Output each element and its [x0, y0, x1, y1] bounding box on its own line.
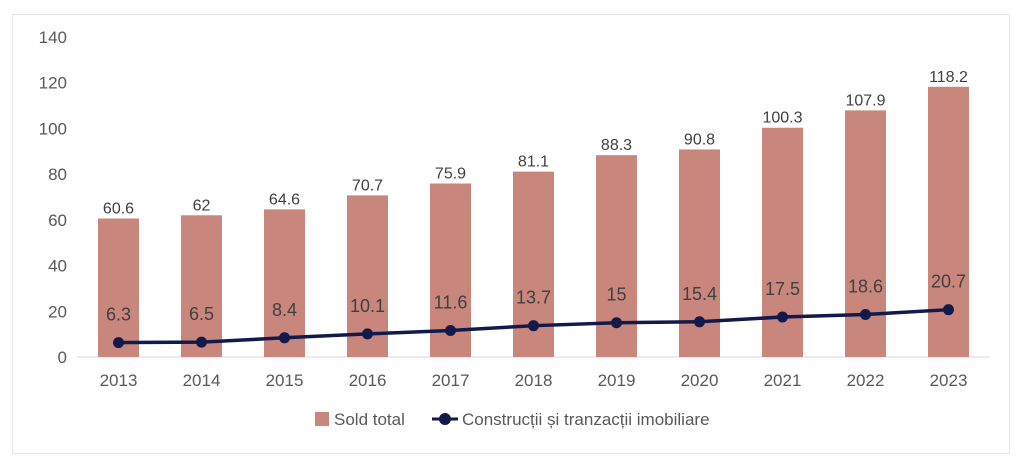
y-tick-label: 20 [48, 302, 67, 321]
line-point [860, 308, 871, 320]
line-point [279, 332, 290, 344]
line-point [113, 337, 124, 349]
x-tick-label: 2019 [598, 371, 636, 390]
chart-frame [12, 14, 1010, 454]
line-point [694, 316, 705, 328]
x-tick-label: 2014 [183, 371, 221, 390]
y-tick-label: 40 [48, 257, 67, 276]
bar-value-label: 70.7 [352, 177, 383, 194]
line-point [943, 304, 954, 316]
x-tick-label: 2021 [764, 371, 802, 390]
line-point [528, 320, 539, 332]
bar-value-label: 60.6 [103, 200, 134, 217]
bar [181, 215, 222, 357]
y-tick-label: 0 [58, 348, 67, 367]
x-axis: 2013 2014 2015 2016 2017 2018 2019 2020 2021 2022… [100, 371, 968, 390]
x-tick-label: 2022 [847, 371, 885, 390]
line-value-label: 17.5 [765, 279, 800, 299]
x-tick-label: 2015 [266, 371, 304, 390]
line-point [362, 328, 373, 340]
bar-value-label: 62 [193, 197, 211, 214]
line-series: 6.3 6.5 8.4 10.1 11.6 13.7 15 15.4 17.5 18.6 20.7 [106, 272, 966, 349]
bar-value-label: 81.1 [518, 154, 549, 171]
legend-label-line: Construcții și tranzacții imobiliare [462, 410, 710, 429]
line-value-label: 8.4 [272, 300, 297, 320]
bar [762, 127, 803, 357]
legend: Sold total Construcții și tranzacții imo… [315, 410, 710, 429]
x-tick-label: 2023 [930, 371, 968, 390]
line-point [445, 324, 456, 336]
line-value-label: 6.3 [106, 305, 131, 325]
line-value-label: 6.5 [189, 304, 214, 324]
y-tick-label: 100 [39, 119, 67, 138]
line-value-label: 13.7 [516, 288, 551, 308]
bar-value-label: 118.2 [929, 69, 968, 86]
legend-swatch-bar [315, 412, 329, 426]
bar-value-label: 64.6 [269, 191, 300, 208]
y-tick-label: 120 [39, 74, 67, 93]
line-point [196, 336, 207, 348]
line-value-label: 18.6 [848, 276, 883, 296]
line-value-label: 15 [606, 285, 626, 305]
bar-value-label: 88.3 [601, 137, 632, 154]
line-value-label: 10.1 [350, 296, 385, 316]
line-value-label: 11.6 [434, 292, 468, 312]
line-value-label: 20.7 [931, 272, 966, 292]
y-tick-label: 60 [48, 211, 67, 230]
y-tick-label: 140 [39, 28, 67, 47]
x-tick-label: 2018 [515, 371, 553, 390]
bar-value-label: 100.3 [762, 110, 802, 127]
line-point [777, 311, 788, 323]
bar [845, 110, 886, 357]
x-tick-label: 2013 [100, 371, 138, 390]
line-point [611, 317, 622, 329]
y-tick-label: 80 [48, 165, 67, 184]
bar-value-label: 90.8 [684, 131, 715, 148]
line-value-label: 15.4 [682, 284, 717, 304]
bar-value-label: 75.9 [435, 166, 466, 183]
bar [98, 218, 139, 357]
legend-swatch-marker [439, 413, 451, 425]
x-tick-label: 2016 [349, 371, 387, 390]
legend-label-bar: Sold total [334, 410, 405, 429]
y-axis: 0 20 40 60 80 100 120 140 [39, 28, 67, 367]
x-tick-label: 2020 [681, 371, 719, 390]
bar [928, 86, 969, 357]
x-tick-label: 2017 [432, 371, 470, 390]
bar-value-label: 107.9 [845, 92, 885, 109]
